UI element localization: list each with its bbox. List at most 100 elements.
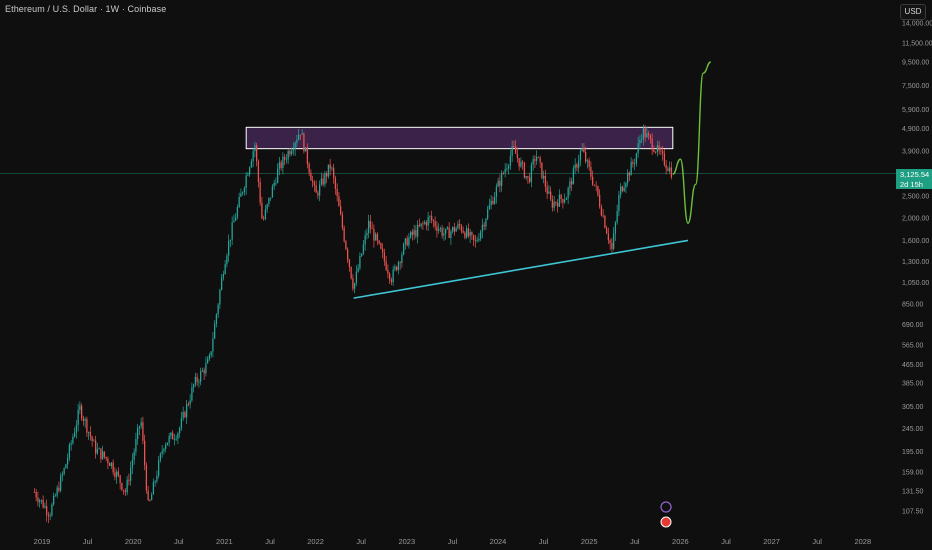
candle-body [581,148,583,151]
candle-body [187,404,190,405]
candle-body [264,209,267,219]
candle-body [147,490,149,501]
candle-body [70,443,72,445]
candle-body [593,184,596,186]
candle-body [546,186,548,194]
candle-body [252,150,254,162]
candle-body [410,231,412,238]
candle-body [520,161,522,167]
price-tick-label: 850.00 [902,301,924,308]
candle-body [56,487,58,496]
candle-body [159,453,162,461]
candle-body [662,151,664,154]
candle-body [529,177,531,183]
candle-body [116,471,118,478]
candle-body [431,216,433,221]
candle-body [364,235,366,245]
candle-body [341,214,344,228]
candle-body [453,226,456,232]
candle-body [189,400,191,405]
candle-body [460,225,463,231]
candle-body [277,168,279,183]
candle-body [235,217,237,221]
candle-body [530,164,533,183]
candle-body [492,200,494,204]
candle-body [469,232,471,237]
candle-body [609,240,611,244]
candle-body [513,146,515,147]
candle-body [245,175,247,188]
candle-body [488,204,491,210]
candle-body [292,149,295,152]
candle-body [572,168,575,185]
candle-body [459,223,461,226]
candle-body [203,370,205,374]
candle-body [597,186,599,195]
candle-body [46,506,48,515]
candle-body [502,172,505,174]
candle-body [275,182,277,184]
candle-body [399,262,401,264]
candle-body [495,186,498,197]
candle-body [607,233,610,241]
candle-body [473,234,475,240]
candle-body [560,194,562,200]
price-axis [896,0,932,550]
candle-body [621,186,624,192]
candle-body [306,147,309,164]
candle-body [327,164,330,177]
candle-body [632,161,634,164]
candle-body [278,162,281,169]
price-tick-label: 7,500.00 [902,83,929,90]
price-tick-label: 1,050.00 [902,280,929,287]
candle-body [543,175,545,179]
candle-body [91,436,93,442]
price-tick-label: 11,500.00 [902,40,932,47]
candle-body [112,462,114,473]
candle-body [630,161,632,176]
candle-body [523,163,526,178]
candle-body [452,226,454,232]
price-tick-label: 159.00 [902,469,924,476]
current-price-value: 3,125.54 [900,170,930,179]
candle-body [536,156,538,161]
candle-body [296,139,298,143]
candle-body [583,148,585,152]
time-tick-label: Jul [539,537,549,546]
price-tick-label: 131.50 [902,488,924,495]
candle-body [271,186,274,198]
candle-body [588,160,590,167]
candle-body [219,289,221,305]
candle-body [63,468,65,474]
candle-body [369,220,372,229]
time-tick-label: Jul [83,537,93,546]
candle-body [362,244,365,254]
candle-body [61,473,64,476]
candle-body [133,451,135,460]
candle-body [494,196,496,204]
time-axis [0,533,896,550]
candle-body [96,448,99,454]
candle-body [54,495,57,497]
currency-button[interactable]: USD [900,4,926,20]
candle-body [156,475,158,482]
candle-body [504,169,506,173]
candle-body [658,145,660,151]
candle-body [653,149,655,152]
price-tick-label: 107.50 [902,509,924,516]
candle-body [44,506,46,508]
candle-body [396,266,398,271]
candle-body [130,467,132,481]
candle-body [205,363,207,374]
candle-body [93,440,95,442]
candle-body [544,175,547,187]
candle-body [89,432,92,437]
candle-body [448,227,450,238]
candle-body [37,497,39,503]
candle-body [231,222,233,240]
candle-body [669,167,671,172]
candle-body [107,458,109,464]
candle-body [229,239,232,242]
